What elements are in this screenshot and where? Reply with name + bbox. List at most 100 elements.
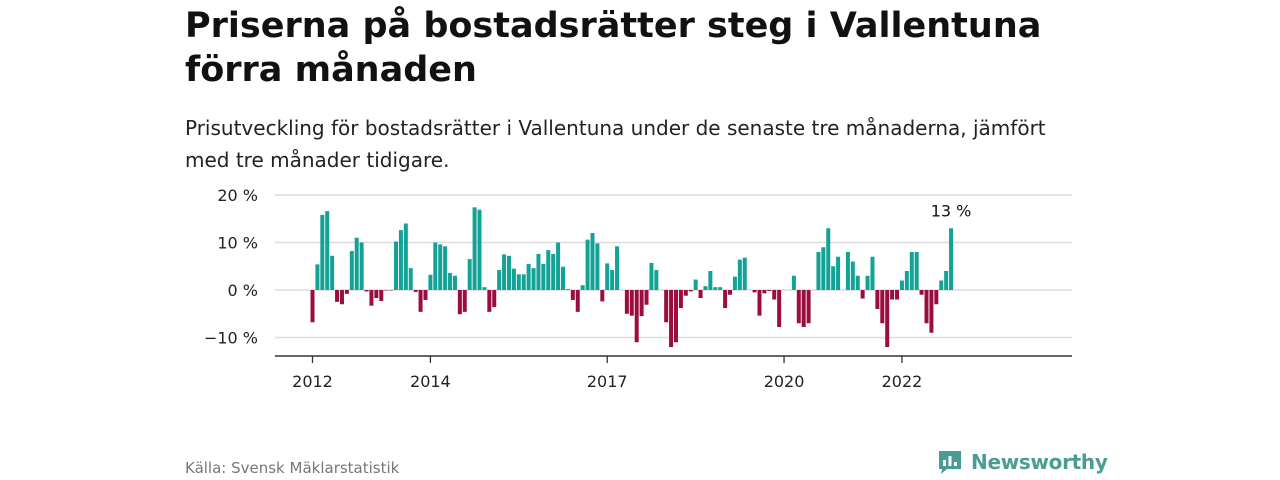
bar-2012-04 xyxy=(325,211,330,290)
bar-2020-04 xyxy=(796,290,801,324)
bar-2022-08 xyxy=(934,290,939,305)
x-tick-label: 2020 xyxy=(764,372,805,391)
bar-2014-09 xyxy=(467,259,472,290)
bar-2020-10 xyxy=(826,228,831,290)
x-tick-label: 2017 xyxy=(587,372,628,391)
bar-2021-07 xyxy=(870,256,875,290)
bar-2019-01 xyxy=(723,290,728,309)
bar-2016-03 xyxy=(556,242,561,290)
bar-2022-05 xyxy=(919,290,924,295)
bar-chart: 20 % 10 % 0 % −10 % 2012 2014 2017 2020 2022 13… xyxy=(204,186,1072,391)
bar-2018-06 xyxy=(688,290,693,292)
bar-2012-03 xyxy=(320,214,325,290)
bar-2018-09 xyxy=(703,286,708,290)
bar-2018-01 xyxy=(664,290,669,323)
bar-2013-07 xyxy=(398,230,403,290)
bar-2016-10 xyxy=(590,233,595,290)
annotations: 13 % xyxy=(931,201,972,220)
bar-2017-06 xyxy=(629,290,634,316)
bar-2014-07 xyxy=(457,290,462,315)
brand-name: Newsworthy xyxy=(971,450,1108,474)
bar-2012-07 xyxy=(339,290,344,305)
bar-2016-12 xyxy=(600,290,605,302)
bar-2015-04 xyxy=(502,254,507,290)
bar-2014-05 xyxy=(448,272,453,290)
bar-2015-12 xyxy=(541,263,546,290)
bar-2022-10 xyxy=(944,271,949,290)
bar-2012-05 xyxy=(330,255,335,290)
bar-2021-03 xyxy=(850,261,855,290)
bar-2022-11 xyxy=(949,228,954,290)
bar-2020-05 xyxy=(801,290,806,328)
bar-2021-05 xyxy=(860,290,865,299)
bar-2013-11 xyxy=(418,290,423,312)
bar-2017-03 xyxy=(615,246,620,290)
bar-2015-01 xyxy=(487,290,492,312)
bar-2015-02 xyxy=(492,290,497,308)
bar-2013-12 xyxy=(423,290,428,300)
bar-2019-09 xyxy=(762,290,767,294)
bar-2019-08 xyxy=(757,290,762,316)
bar-2014-03 xyxy=(438,244,443,290)
bar-2017-02 xyxy=(610,270,615,290)
bar-2022-03 xyxy=(909,252,914,290)
bar-2013-02 xyxy=(374,290,379,299)
bar-2013-01 xyxy=(369,290,374,306)
bar-2022-07 xyxy=(929,290,934,333)
bar-2015-03 xyxy=(497,270,502,290)
bar-2014-10 xyxy=(472,207,477,290)
bar-2013-09 xyxy=(408,268,413,290)
bar-2016-07 xyxy=(575,290,580,312)
chart-title: Priserna på bostadsrätter steg i Vallent… xyxy=(185,6,1042,90)
bar-2021-12 xyxy=(895,290,900,300)
y-tick-label: 10 % xyxy=(217,234,258,253)
bar-2021-09 xyxy=(880,290,885,324)
y-tick-label: −10 % xyxy=(204,329,258,348)
bar-2017-07 xyxy=(634,290,639,343)
bar-2016-11 xyxy=(595,243,600,290)
bar-2019-12 xyxy=(777,290,782,328)
bar-2020-08 xyxy=(816,252,821,290)
bar-2021-06 xyxy=(865,275,870,290)
bar-2016-08 xyxy=(580,285,585,290)
bar-2019-07 xyxy=(752,290,757,293)
y-axis-labels: 20 % 10 % 0 % −10 % xyxy=(204,186,258,348)
bar-2018-07 xyxy=(693,279,698,290)
bar-2018-08 xyxy=(698,290,703,299)
bar-2020-12 xyxy=(836,256,841,290)
bar-2021-04 xyxy=(855,275,860,290)
bar-2012-12 xyxy=(364,290,369,292)
bar-2012-09 xyxy=(349,251,354,290)
bar-2012-02 xyxy=(315,264,320,290)
bar-2020-09 xyxy=(821,247,826,290)
bar-2021-02 xyxy=(845,252,850,290)
bar-2012-10 xyxy=(354,237,359,290)
bar-2014-01 xyxy=(428,274,433,290)
bar-2019-05 xyxy=(742,257,747,290)
bar-2020-03 xyxy=(791,275,796,290)
bar-2022-01 xyxy=(899,280,904,290)
bar-2021-08 xyxy=(875,290,880,309)
bar-2015-08 xyxy=(521,274,526,290)
bar-2017-08 xyxy=(639,290,644,317)
bar-2015-09 xyxy=(526,263,531,290)
newsworthy-logo[interactable]: Newsworthy xyxy=(937,449,1108,475)
bar-2020-06 xyxy=(806,290,811,324)
bar-2017-11 xyxy=(654,270,659,290)
bar-2015-10 xyxy=(531,268,536,290)
bar-2016-09 xyxy=(585,239,590,290)
bar-2016-06 xyxy=(570,290,575,300)
bar-2022-06 xyxy=(924,290,929,324)
bar-2019-04 xyxy=(737,259,742,290)
bar-2013-03 xyxy=(379,290,384,301)
bar-2019-11 xyxy=(772,290,777,300)
x-axis: 2012 2014 2017 2020 2022 xyxy=(275,355,1072,391)
bar-2019-03 xyxy=(732,276,737,290)
bar-2017-09 xyxy=(644,290,649,305)
bars xyxy=(310,207,954,347)
bar-2013-06 xyxy=(394,241,399,290)
x-tick-label: 2022 xyxy=(882,372,923,391)
x-tick-label: 2012 xyxy=(292,372,333,391)
x-tick-label: 2014 xyxy=(410,372,451,391)
bar-2022-09 xyxy=(939,280,944,290)
